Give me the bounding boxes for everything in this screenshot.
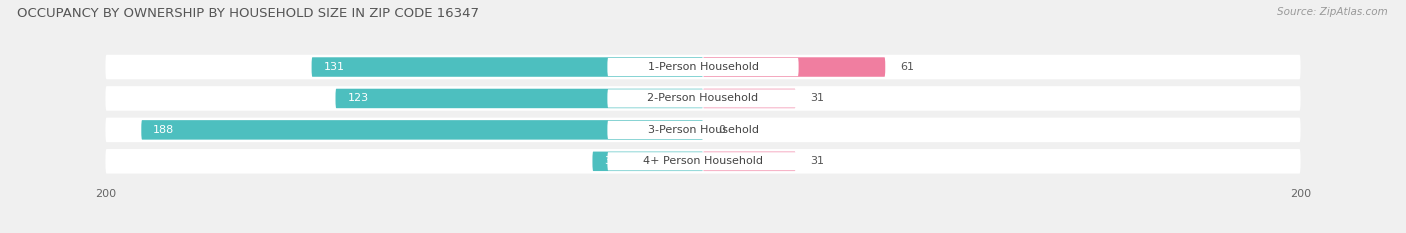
Text: 4+ Person Household: 4+ Person Household xyxy=(643,156,763,166)
FancyBboxPatch shape xyxy=(703,57,886,77)
FancyBboxPatch shape xyxy=(607,58,799,76)
Text: 61: 61 xyxy=(900,62,914,72)
FancyBboxPatch shape xyxy=(703,89,796,108)
FancyBboxPatch shape xyxy=(607,89,799,108)
Text: 37: 37 xyxy=(605,156,619,166)
FancyBboxPatch shape xyxy=(336,89,703,108)
FancyBboxPatch shape xyxy=(142,120,703,140)
Text: 31: 31 xyxy=(810,156,824,166)
FancyBboxPatch shape xyxy=(607,121,799,139)
FancyBboxPatch shape xyxy=(105,55,1301,79)
Text: 131: 131 xyxy=(323,62,344,72)
FancyBboxPatch shape xyxy=(105,149,1301,174)
Text: 0: 0 xyxy=(718,125,725,135)
Text: 123: 123 xyxy=(347,93,368,103)
FancyBboxPatch shape xyxy=(105,86,1301,111)
Text: Source: ZipAtlas.com: Source: ZipAtlas.com xyxy=(1277,7,1388,17)
Text: 3-Person Household: 3-Person Household xyxy=(648,125,758,135)
FancyBboxPatch shape xyxy=(312,57,703,77)
FancyBboxPatch shape xyxy=(703,152,796,171)
FancyBboxPatch shape xyxy=(592,152,703,171)
Text: 31: 31 xyxy=(810,93,824,103)
Text: 1-Person Household: 1-Person Household xyxy=(648,62,758,72)
Text: 2-Person Household: 2-Person Household xyxy=(647,93,759,103)
FancyBboxPatch shape xyxy=(607,152,799,170)
Text: OCCUPANCY BY OWNERSHIP BY HOUSEHOLD SIZE IN ZIP CODE 16347: OCCUPANCY BY OWNERSHIP BY HOUSEHOLD SIZE… xyxy=(17,7,479,20)
Text: 188: 188 xyxy=(153,125,174,135)
FancyBboxPatch shape xyxy=(105,118,1301,142)
